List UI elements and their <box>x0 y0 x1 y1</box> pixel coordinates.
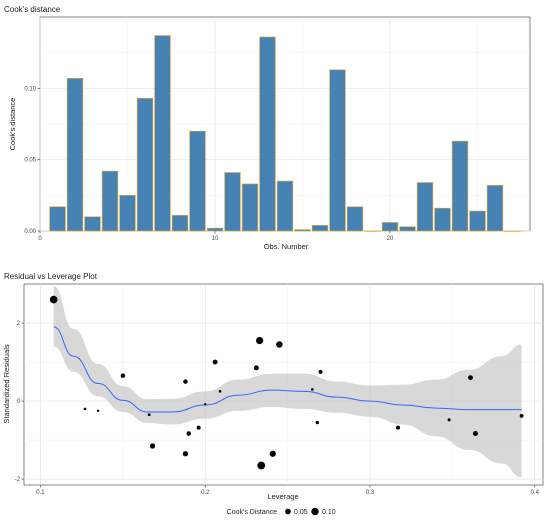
cooks-bar <box>50 207 66 231</box>
residual-x-axis-label: Leverage <box>267 492 298 501</box>
x-tick-label: 10 <box>212 236 219 242</box>
cooks-bar <box>312 225 328 231</box>
x-tick-label: 0.1 <box>36 490 45 496</box>
cooks-bar <box>347 207 363 231</box>
residual-point <box>311 388 314 391</box>
residual-point <box>316 421 319 424</box>
residual-leverage-chart: Residual vs Leverage Plot 0.1 0.2 0.3 0.4 -2… <box>2 272 543 516</box>
cooks-bar <box>277 181 293 231</box>
residual-point <box>473 431 478 436</box>
legend-dot-large <box>311 508 318 515</box>
cooks-bar <box>137 98 153 231</box>
cooks-bar <box>400 227 416 231</box>
y-tick-label: 0.10 <box>24 86 36 92</box>
cooks-legend: Cook's Distance 0.05 0.10 <box>227 508 336 516</box>
residual-y-axis-label: Standardized Residuals <box>2 344 11 423</box>
residual-point <box>187 431 192 436</box>
residual-point <box>256 337 263 344</box>
x-tick-label: 0 <box>38 236 42 242</box>
residual-point <box>50 296 58 304</box>
residual-point <box>183 451 188 456</box>
cooks-bar <box>417 182 433 231</box>
residual-point <box>121 373 126 378</box>
y-tick-label: 2 <box>17 321 21 327</box>
cooks-chart-title: Cook's distance <box>4 5 61 14</box>
legend-title: Cook's Distance <box>227 509 277 516</box>
residual-point <box>213 360 218 365</box>
cooks-bar <box>242 184 258 231</box>
legend-label-large: 0.10 <box>322 509 336 516</box>
residual-chart-title: Residual vs Leverage Plot <box>4 272 98 281</box>
residual-point <box>219 390 222 393</box>
cooks-bar <box>85 217 101 231</box>
x-tick-label: 0.4 <box>531 490 540 496</box>
residual-point <box>197 426 201 430</box>
residual-point <box>254 365 259 370</box>
cooks-bar <box>67 78 83 231</box>
cooks-bar <box>452 141 468 231</box>
cooks-bar <box>172 215 188 231</box>
y-tick-label: 0.00 <box>24 229 36 235</box>
legend-label-small: 0.05 <box>294 509 308 516</box>
cooks-bar <box>260 37 276 231</box>
residual-point <box>148 413 151 416</box>
residual-point <box>84 408 87 411</box>
x-tick-label: 0.3 <box>366 490 375 496</box>
residual-point <box>257 462 265 470</box>
residual-point <box>270 451 276 457</box>
cooks-bar <box>102 171 118 231</box>
residual-point <box>97 410 99 412</box>
residual-point <box>520 414 524 418</box>
y-tick-label: -2 <box>15 477 21 483</box>
cooks-bar <box>295 230 311 231</box>
residual-point <box>448 418 451 421</box>
cooks-bar <box>190 131 206 231</box>
cooks-x-axis-label: Obs. Number <box>264 242 309 251</box>
cooks-bar <box>487 185 503 231</box>
cooks-bar <box>382 222 398 231</box>
residual-point <box>396 426 400 430</box>
cooks-bar <box>207 228 223 231</box>
x-tick-label: 0.2 <box>201 490 210 496</box>
cooks-bar <box>155 36 171 231</box>
x-tick-label: 20 <box>387 236 394 242</box>
cooks-bar <box>225 173 241 231</box>
residual-point <box>276 341 282 347</box>
residual-point <box>319 370 323 374</box>
cooks-bar <box>120 195 136 231</box>
cooks-distance-chart: Cook's distance 0 10 20 0.00 0.05 0.10 Obs. N… <box>4 5 530 251</box>
cooks-bar <box>330 70 346 231</box>
y-tick-label: 0 <box>17 399 21 405</box>
cooks-y-axis-label: Cook's distance <box>8 98 17 151</box>
cooks-bar <box>470 211 486 231</box>
y-tick-label: 0.05 <box>24 158 36 164</box>
cooks-bar <box>435 208 451 231</box>
residual-point <box>468 375 473 380</box>
residual-point <box>150 443 155 448</box>
residual-point <box>183 379 188 384</box>
residual-point <box>204 403 206 405</box>
legend-dot-small <box>285 509 291 515</box>
